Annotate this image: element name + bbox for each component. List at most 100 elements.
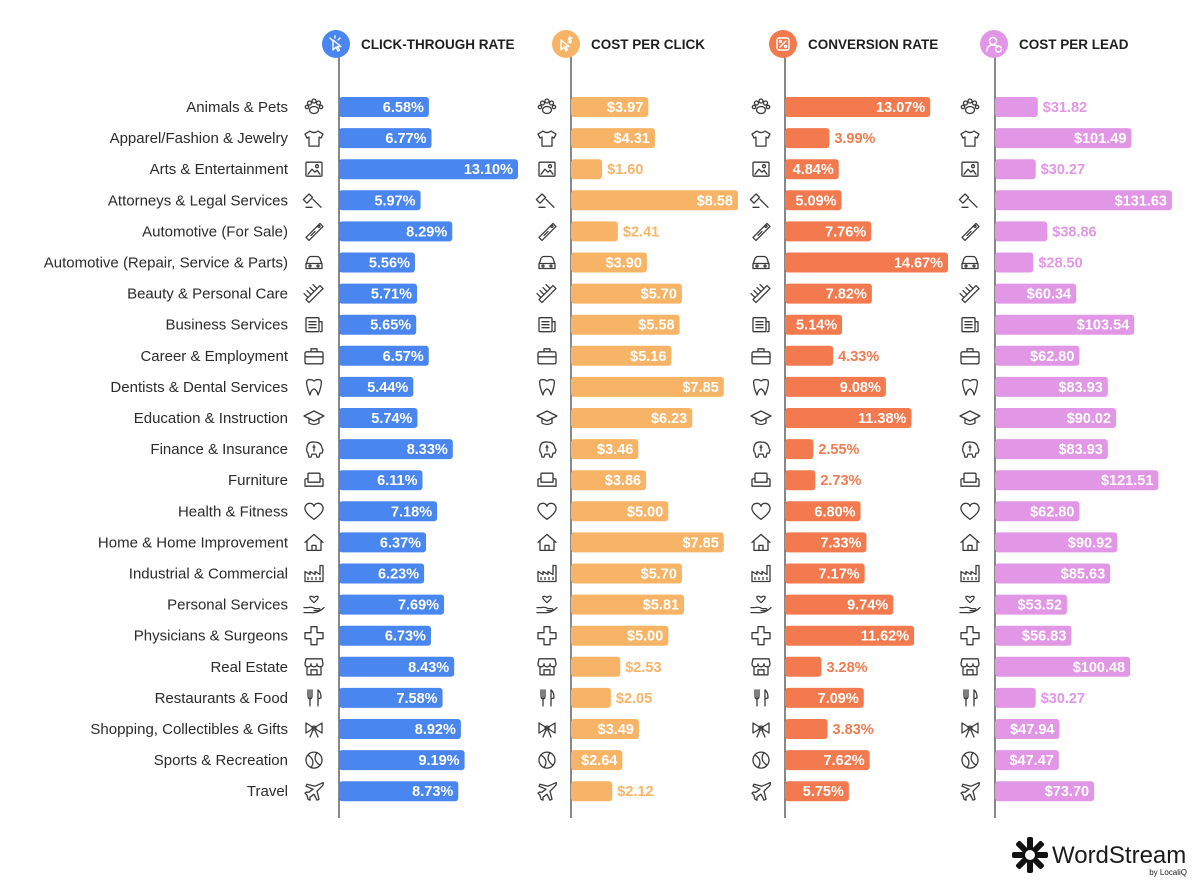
data-label: 2.73% — [820, 473, 861, 489]
bar — [571, 408, 693, 428]
medical-cross-icon — [304, 626, 324, 646]
bar — [339, 159, 518, 180]
tooth-icon — [962, 378, 978, 396]
data-label: $2.12 — [617, 784, 653, 800]
wordstream-logo-icon — [1012, 837, 1048, 873]
table-row: Physicians & Surgeons 6.73% $5.00 11.62% $56… — [134, 625, 1072, 646]
bar — [339, 408, 418, 428]
column-header-2: COST PER CLICK — [552, 30, 705, 58]
bar — [785, 128, 830, 149]
gavel-icon — [958, 193, 978, 208]
table-row: Restaurants & Food 7.58% $2.05 7.09% $30.27 — [155, 687, 1085, 708]
wordstream-logo: WordStream by LocaliQ — [1012, 837, 1187, 877]
bar — [785, 190, 842, 211]
data-label: $2.64 — [581, 753, 617, 769]
briefcase-icon — [960, 348, 980, 365]
medical-cross-icon — [751, 626, 771, 646]
medical-cross-icon — [960, 626, 980, 646]
category-label: Health & Fitness — [178, 503, 288, 520]
category-label: Education & Instruction — [134, 410, 288, 427]
bar — [339, 128, 432, 149]
comb-icon — [959, 283, 980, 304]
picture-icon — [752, 161, 770, 177]
header-label: COST PER LEAD — [1019, 37, 1129, 52]
bar — [339, 501, 438, 522]
category-label: Beauty & Personal Care — [127, 286, 288, 303]
data-label: 5.56% — [369, 256, 410, 272]
hand-heart-icon — [536, 595, 558, 614]
gavel-icon — [535, 193, 555, 208]
data-label: 11.62% — [861, 629, 909, 645]
fork-knife-icon — [963, 689, 978, 707]
data-label: 6.11% — [377, 473, 417, 489]
bar — [995, 283, 1077, 304]
category-label: Personal Services — [167, 597, 288, 614]
price-tag-icon — [305, 222, 324, 242]
sofa-icon — [751, 472, 771, 487]
data-label: $31.82 — [1043, 100, 1087, 116]
tshirt-icon — [537, 130, 557, 147]
data-label: $5.00 — [627, 504, 663, 520]
table-row: Arts & Entertainment 13.10% $1.60 4.84% $30.… — [150, 159, 1085, 180]
graduation-cap-icon — [536, 410, 558, 426]
house-icon — [751, 533, 771, 552]
bar — [785, 221, 872, 242]
data-label: 5.14% — [796, 318, 837, 334]
category-label: Apparel/Fashion & Jewelry — [110, 130, 289, 147]
bar — [995, 781, 1095, 802]
data-label: 7.82% — [826, 287, 867, 303]
bar — [571, 656, 621, 677]
data-label: 8.43% — [408, 660, 449, 676]
bar — [339, 656, 455, 677]
fork-knife-icon — [754, 689, 769, 707]
bar — [995, 128, 1132, 149]
bar — [995, 252, 1034, 273]
category-label: Dentists & Dental Services — [110, 379, 288, 396]
data-label: $2.05 — [616, 691, 652, 707]
data-label: 5.75% — [803, 784, 844, 800]
bar — [571, 345, 672, 366]
storefront-icon — [751, 658, 771, 676]
data-label: $30.27 — [1041, 162, 1085, 178]
medical-cross-icon — [537, 626, 557, 646]
bar — [571, 750, 623, 771]
sofa-icon — [304, 472, 324, 487]
tshirt-icon — [751, 130, 771, 147]
data-label: $121.51 — [1101, 473, 1153, 489]
data-label: 3.83% — [833, 722, 874, 738]
bar — [571, 190, 738, 211]
bar — [339, 221, 453, 242]
data-label: $60.34 — [1027, 287, 1071, 303]
data-label: 9.74% — [847, 598, 888, 614]
piggy-bank-icon — [962, 441, 980, 458]
data-label: $2.41 — [623, 224, 659, 240]
hand-heart-icon — [750, 595, 772, 614]
bar — [785, 625, 915, 646]
bar — [995, 563, 1111, 584]
picture-icon — [961, 161, 979, 177]
category-label: Finance & Insurance — [150, 441, 288, 458]
column-header-3: CONVERSION RATE — [769, 30, 938, 58]
data-label: 3.28% — [826, 660, 867, 676]
bar — [571, 97, 649, 117]
data-label: 9.19% — [418, 753, 459, 769]
data-label: 5.44% — [367, 380, 408, 396]
category-label: Sports & Recreation — [154, 752, 288, 769]
table-row: Health & Fitness 7.18% $5.00 6.80% $62.80 — [178, 501, 1080, 522]
gavel-icon — [302, 193, 322, 208]
data-label: $85.63 — [1061, 567, 1105, 583]
header-label: CONVERSION RATE — [808, 37, 938, 52]
bar — [785, 252, 948, 273]
bar — [785, 563, 865, 584]
bar — [571, 470, 647, 491]
bar — [571, 159, 603, 180]
bar — [339, 687, 443, 708]
data-label: 4.84% — [793, 162, 834, 178]
data-label: 5.71% — [371, 287, 412, 303]
bar — [339, 563, 425, 584]
bar — [995, 532, 1118, 553]
bar — [995, 470, 1159, 491]
graduation-cap-icon — [959, 410, 981, 426]
picture-icon — [305, 161, 323, 177]
